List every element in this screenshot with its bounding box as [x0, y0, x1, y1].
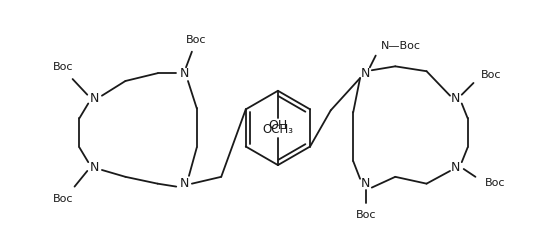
Text: Boc: Boc	[185, 35, 206, 45]
Text: N: N	[361, 177, 371, 190]
Text: N: N	[90, 160, 99, 173]
Text: N: N	[361, 67, 371, 80]
Text: Boc: Boc	[53, 62, 73, 72]
Text: OCH₃: OCH₃	[262, 124, 294, 136]
Text: Boc: Boc	[481, 70, 502, 80]
Text: N: N	[451, 92, 460, 105]
Text: Boc: Boc	[485, 178, 505, 188]
Text: Boc: Boc	[356, 210, 376, 220]
Text: N: N	[90, 92, 99, 105]
Text: N: N	[451, 160, 460, 173]
Text: Boc: Boc	[53, 194, 73, 204]
Text: N: N	[179, 177, 189, 190]
Text: N: N	[179, 67, 189, 80]
Text: N—Boc: N—Boc	[381, 41, 421, 51]
Text: OH: OH	[268, 120, 288, 132]
